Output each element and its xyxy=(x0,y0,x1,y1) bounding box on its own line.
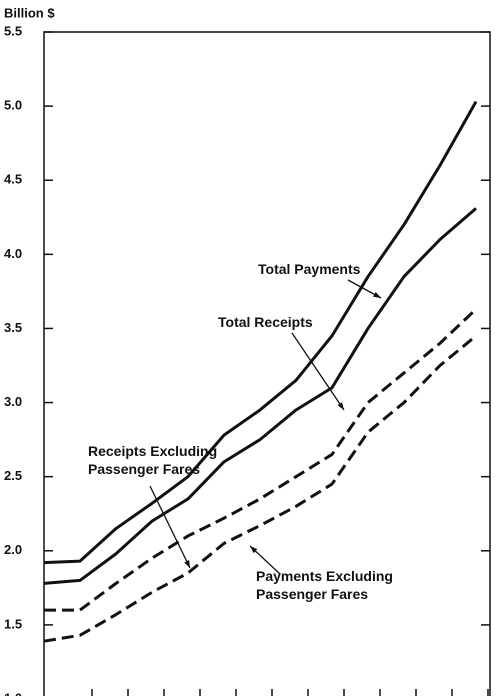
y-tick-label: 2.5 xyxy=(4,468,22,483)
series-line xyxy=(43,334,477,643)
series-label: Receipts Excluding Passenger Fares xyxy=(88,443,218,477)
series-line xyxy=(43,207,477,585)
series-label: Total Payments xyxy=(258,261,361,277)
y-tick-label: 2.0 xyxy=(4,542,22,557)
y-tick-label: 4.0 xyxy=(4,246,22,261)
series-line xyxy=(43,100,478,565)
plot-frame xyxy=(43,31,491,696)
arrow-line xyxy=(149,485,191,569)
y-tick-label: 3.5 xyxy=(4,320,22,335)
series-line xyxy=(44,308,478,612)
arrow-head xyxy=(337,402,344,410)
y-tick-label: 1.5 xyxy=(4,616,22,631)
y-tick-label: 1.0 xyxy=(4,690,22,696)
arrow-head xyxy=(250,546,258,554)
y-tick-label: 4.5 xyxy=(4,172,22,187)
y-axis-label: Billion $ xyxy=(4,5,55,20)
series-label: Payments Excluding Passenger Fares xyxy=(256,568,393,602)
arrow-head xyxy=(184,560,190,568)
arrow-line xyxy=(291,332,345,411)
series-label: Total Receipts xyxy=(218,314,313,330)
y-tick-label: 3.0 xyxy=(4,394,22,409)
arrow-head xyxy=(373,291,381,298)
y-tick-label: 5.0 xyxy=(4,98,22,113)
y-tick-label: 5.5 xyxy=(4,23,22,38)
